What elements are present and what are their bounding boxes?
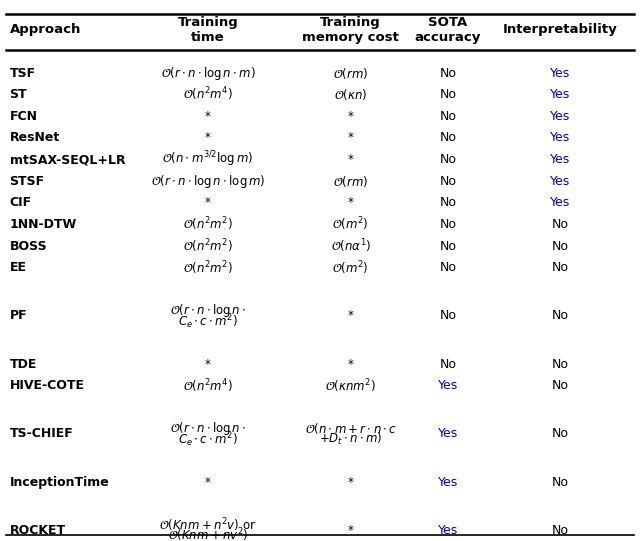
Text: *: * bbox=[348, 358, 354, 371]
Text: *: * bbox=[205, 476, 211, 489]
Text: No: No bbox=[440, 175, 456, 188]
Text: No: No bbox=[440, 110, 456, 123]
Text: $\mathcal{O}(n\alpha^1)$: $\mathcal{O}(n\alpha^1)$ bbox=[331, 237, 371, 255]
Text: No: No bbox=[440, 358, 456, 371]
Text: $\mathcal{O}(n \cdot m+r \cdot n \cdot c$: $\mathcal{O}(n \cdot m+r \cdot n \cdot c… bbox=[305, 421, 397, 436]
Text: Training
time: Training time bbox=[178, 16, 238, 44]
Text: Yes: Yes bbox=[550, 131, 570, 144]
Text: *: * bbox=[348, 524, 354, 537]
Text: *: * bbox=[205, 131, 211, 144]
Text: $\mathcal{O}(n^2m^2)$: $\mathcal{O}(n^2m^2)$ bbox=[183, 216, 233, 233]
Text: $\mathcal{O}(\kappa nm^2)$: $\mathcal{O}(\kappa nm^2)$ bbox=[325, 377, 376, 394]
Text: $\mathcal{O}(r \cdot n \cdot \log n \cdot$: $\mathcal{O}(r \cdot n \cdot \log n \cdo… bbox=[170, 420, 246, 437]
Text: Interpretability: Interpretability bbox=[502, 23, 618, 36]
Text: Yes: Yes bbox=[438, 476, 458, 489]
Text: Yes: Yes bbox=[550, 153, 570, 166]
Text: No: No bbox=[552, 218, 568, 231]
Text: Yes: Yes bbox=[550, 67, 570, 80]
Text: *: * bbox=[348, 476, 354, 489]
Text: Yes: Yes bbox=[438, 427, 458, 440]
Text: CIF: CIF bbox=[10, 196, 32, 209]
Text: STSF: STSF bbox=[10, 175, 45, 188]
Text: InceptionTime: InceptionTime bbox=[10, 476, 109, 489]
Text: No: No bbox=[440, 88, 456, 101]
Text: ST: ST bbox=[10, 88, 28, 101]
Text: $C_e \cdot c \cdot m^2)$: $C_e \cdot c \cdot m^2)$ bbox=[178, 430, 238, 448]
Text: $\mathcal{O}(r \cdot n \cdot \log n \cdot \log m)$: $\mathcal{O}(r \cdot n \cdot \log n \cdo… bbox=[150, 173, 266, 190]
Text: No: No bbox=[440, 153, 456, 166]
Text: No: No bbox=[440, 240, 456, 253]
Text: No: No bbox=[552, 261, 568, 274]
Text: *: * bbox=[348, 110, 354, 123]
Text: No: No bbox=[440, 67, 456, 80]
Text: $\mathcal{O}(rm)$: $\mathcal{O}(rm)$ bbox=[333, 174, 368, 189]
Text: $\mathcal{O}(n^2m^4)$: $\mathcal{O}(n^2m^4)$ bbox=[183, 86, 233, 103]
Text: *: * bbox=[205, 196, 211, 209]
Text: BOSS: BOSS bbox=[10, 240, 47, 253]
Text: FCN: FCN bbox=[10, 110, 38, 123]
Text: Yes: Yes bbox=[438, 524, 458, 537]
Text: *: * bbox=[205, 358, 211, 371]
Text: Yes: Yes bbox=[550, 196, 570, 209]
Text: $\mathcal{O}(Knm+n^2v)$ or: $\mathcal{O}(Knm+n^2v)$ or bbox=[159, 516, 257, 533]
Text: Yes: Yes bbox=[550, 110, 570, 123]
Text: Yes: Yes bbox=[550, 175, 570, 188]
Text: Yes: Yes bbox=[438, 379, 458, 392]
Text: $\mathcal{O}(m^2)$: $\mathcal{O}(m^2)$ bbox=[333, 216, 369, 233]
Text: No: No bbox=[440, 261, 456, 274]
Text: No: No bbox=[440, 309, 456, 322]
Text: $C_e \cdot c \cdot m^2)$: $C_e \cdot c \cdot m^2)$ bbox=[178, 312, 238, 331]
Text: $\mathcal{O}(m^2)$: $\mathcal{O}(m^2)$ bbox=[333, 259, 369, 276]
Text: $\mathcal{O}(rm)$: $\mathcal{O}(rm)$ bbox=[333, 65, 368, 81]
Text: TS-CHIEF: TS-CHIEF bbox=[10, 427, 74, 440]
Text: $\mathcal{O}(r \cdot n \cdot \log n \cdot m)$: $\mathcal{O}(r \cdot n \cdot \log n \cdo… bbox=[161, 64, 255, 82]
Text: TSF: TSF bbox=[10, 67, 36, 80]
Text: $\mathcal{O}(Knm+nv^2)$: $\mathcal{O}(Knm+nv^2)$ bbox=[168, 527, 248, 541]
Text: ROCKET: ROCKET bbox=[10, 524, 66, 537]
Text: $\mathcal{O}(r \cdot n \cdot \log n \cdot$: $\mathcal{O}(r \cdot n \cdot \log n \cdo… bbox=[170, 302, 246, 319]
Text: 1NN-DTW: 1NN-DTW bbox=[10, 218, 77, 231]
Text: $\mathcal{O}(\kappa n)$: $\mathcal{O}(\kappa n)$ bbox=[334, 87, 367, 102]
Text: *: * bbox=[348, 153, 354, 166]
Text: Approach: Approach bbox=[10, 23, 81, 36]
Text: $\mathcal{O}(n \cdot m^{3/2} \log m)$: $\mathcal{O}(n \cdot m^{3/2} \log m)$ bbox=[163, 150, 253, 169]
Text: No: No bbox=[440, 131, 456, 144]
Text: No: No bbox=[552, 309, 568, 322]
Text: $\mathcal{O}(n^2m^2)$: $\mathcal{O}(n^2m^2)$ bbox=[183, 259, 233, 276]
Text: ResNet: ResNet bbox=[10, 131, 60, 144]
Text: No: No bbox=[552, 240, 568, 253]
Text: *: * bbox=[205, 110, 211, 123]
Text: No: No bbox=[552, 358, 568, 371]
Text: $\mathcal{O}(n^2m^2)$: $\mathcal{O}(n^2m^2)$ bbox=[183, 237, 233, 255]
Text: EE: EE bbox=[10, 261, 27, 274]
Text: Training
memory cost: Training memory cost bbox=[302, 16, 399, 44]
Text: $\mathcal{O}(n^2m^4)$: $\mathcal{O}(n^2m^4)$ bbox=[183, 377, 233, 394]
Text: No: No bbox=[552, 379, 568, 392]
Text: No: No bbox=[552, 427, 568, 440]
Text: TDE: TDE bbox=[10, 358, 37, 371]
Text: *: * bbox=[348, 196, 354, 209]
Text: No: No bbox=[552, 524, 568, 537]
Text: No: No bbox=[440, 218, 456, 231]
Text: Yes: Yes bbox=[550, 88, 570, 101]
Text: PF: PF bbox=[10, 309, 28, 322]
Text: *: * bbox=[348, 309, 354, 322]
Text: HIVE-COTE: HIVE-COTE bbox=[10, 379, 84, 392]
Text: SOTA
accuracy: SOTA accuracy bbox=[415, 16, 481, 44]
Text: No: No bbox=[552, 476, 568, 489]
Text: *: * bbox=[348, 131, 354, 144]
Text: mtSAX-SEQL+LR: mtSAX-SEQL+LR bbox=[10, 153, 125, 166]
Text: No: No bbox=[440, 196, 456, 209]
Text: $+D_t \cdot n \cdot m)$: $+D_t \cdot n \cdot m)$ bbox=[319, 431, 383, 447]
